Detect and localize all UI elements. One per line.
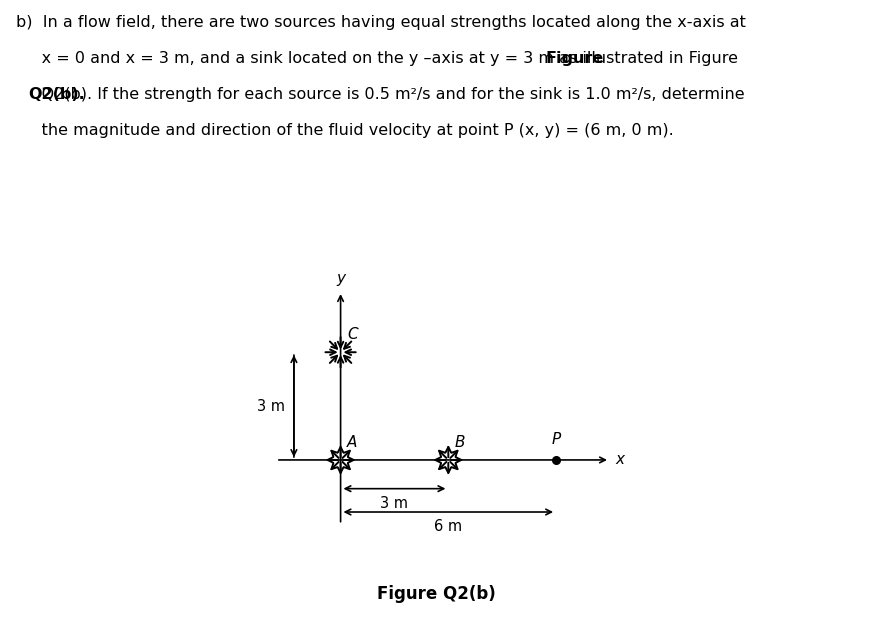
Text: b)  In a flow field, there are two sources having equal strengths located along : b) In a flow field, there are two source… bbox=[16, 15, 746, 30]
Text: Q2(b). If the strength for each source is 0.5 m²/s and for the sink is 1.0 m²/s,: Q2(b). If the strength for each source i… bbox=[16, 87, 745, 102]
Text: C: C bbox=[347, 327, 358, 342]
Text: x = 0 and x = 3 m, and a sink located on the y –axis at y = 3 m as illustrated i: x = 0 and x = 3 m, and a sink located on… bbox=[16, 51, 738, 66]
Text: 6 m: 6 m bbox=[434, 519, 462, 534]
Text: 3 m: 3 m bbox=[257, 399, 285, 413]
Text: Figure Q2(b): Figure Q2(b) bbox=[377, 585, 495, 603]
Text: Figure: Figure bbox=[546, 51, 604, 66]
Text: P: P bbox=[551, 433, 561, 447]
Text: y: y bbox=[336, 271, 345, 286]
Text: x: x bbox=[616, 452, 624, 467]
Text: A: A bbox=[347, 435, 358, 450]
Text: Q2(b).: Q2(b). bbox=[28, 87, 85, 102]
Text: 3 m: 3 m bbox=[380, 496, 408, 511]
Text: the magnitude and direction of the fluid velocity at point P (x, y) = (6 m, 0 m): the magnitude and direction of the fluid… bbox=[16, 123, 673, 138]
Text: B: B bbox=[455, 435, 466, 450]
